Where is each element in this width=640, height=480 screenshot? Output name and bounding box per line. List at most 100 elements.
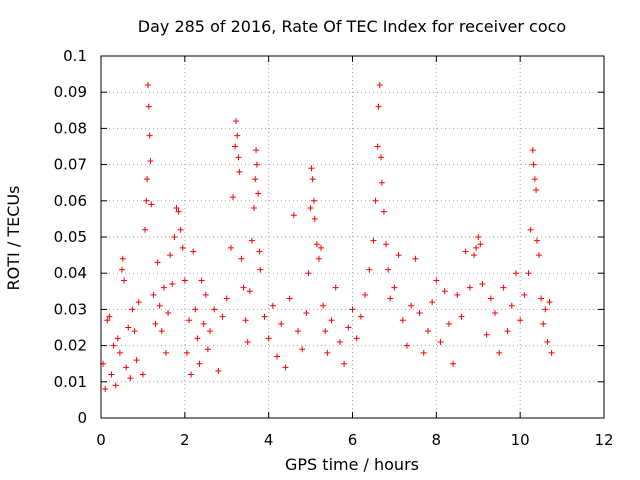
data-point xyxy=(412,255,419,262)
x-tick-label: 4 xyxy=(264,431,274,449)
data-point xyxy=(424,328,431,335)
data-point xyxy=(194,335,201,342)
data-point xyxy=(366,266,373,273)
data-point xyxy=(420,349,427,356)
data-point xyxy=(127,375,134,382)
data-point xyxy=(529,147,536,154)
data-point xyxy=(152,320,159,327)
x-tick-label: 12 xyxy=(594,431,613,449)
data-point xyxy=(483,331,490,338)
data-point xyxy=(479,281,486,288)
data-point xyxy=(158,328,165,335)
y-tick-label: 0.09 xyxy=(54,83,87,101)
y-tick-label: 0.03 xyxy=(54,300,87,318)
data-point xyxy=(147,157,154,164)
data-point xyxy=(269,302,276,309)
data-point xyxy=(544,338,551,345)
data-point xyxy=(320,302,327,309)
data-point xyxy=(211,306,218,313)
data-point xyxy=(527,226,534,233)
data-point xyxy=(167,252,174,259)
data-point xyxy=(477,241,484,248)
data-point xyxy=(318,244,325,251)
data-point xyxy=(219,313,226,320)
data-point xyxy=(315,255,322,262)
data-point xyxy=(173,205,180,212)
data-point xyxy=(206,328,213,335)
data-point xyxy=(150,291,157,298)
data-point xyxy=(322,328,329,335)
data-point xyxy=(202,291,209,298)
data-point xyxy=(475,234,482,240)
data-point xyxy=(135,299,142,306)
data-point xyxy=(230,194,237,201)
data-point xyxy=(357,313,364,320)
data-point xyxy=(116,349,123,356)
x-tick-label: 8 xyxy=(432,431,442,449)
data-point xyxy=(248,237,255,244)
data-point xyxy=(295,328,302,335)
data-point xyxy=(108,371,115,378)
data-point xyxy=(286,295,293,302)
data-point xyxy=(215,367,222,374)
data-point xyxy=(102,386,109,393)
data-point xyxy=(380,208,387,215)
data-point xyxy=(160,284,167,291)
data-point xyxy=(261,313,268,320)
data-point xyxy=(487,295,494,302)
data-point xyxy=(252,176,259,183)
x-tick-label: 6 xyxy=(348,431,358,449)
data-point xyxy=(234,132,241,139)
data-point xyxy=(175,208,182,215)
data-point xyxy=(336,338,343,345)
data-point xyxy=(531,176,538,183)
data-point xyxy=(525,270,532,277)
y-tick-label: 0.08 xyxy=(54,119,87,137)
data-point xyxy=(328,317,335,324)
data-point xyxy=(200,320,207,327)
data-point xyxy=(473,244,480,251)
y-tick-label: 0.02 xyxy=(54,337,87,355)
data-point xyxy=(313,241,320,248)
x-tick-label: 2 xyxy=(180,431,190,449)
data-point xyxy=(391,284,398,291)
data-point xyxy=(186,317,193,324)
data-point xyxy=(142,226,149,233)
data-point xyxy=(408,302,415,309)
data-point xyxy=(311,215,318,222)
data-point xyxy=(433,277,440,284)
data-point xyxy=(236,168,243,175)
data-point xyxy=(110,342,117,349)
data-point xyxy=(378,154,385,161)
data-point xyxy=(154,259,161,266)
data-point xyxy=(255,190,262,197)
axis-ticks: 0 2 4 6 8 10 12 0 0.01 0.02 0.03 0.04 0.05 0.06 0.07 0.… xyxy=(54,47,614,449)
data-point xyxy=(232,143,239,150)
data-point xyxy=(548,349,555,356)
data-point xyxy=(496,349,503,356)
data-point xyxy=(179,244,186,251)
data-point xyxy=(462,248,469,255)
data-point xyxy=(441,288,448,295)
data-point xyxy=(454,291,461,298)
data-point xyxy=(324,349,331,356)
data-point xyxy=(299,346,306,353)
data-point xyxy=(148,201,155,208)
grid xyxy=(101,56,604,418)
data-point xyxy=(362,291,369,298)
chart-title: Day 285 of 2016, Rate Of TEC Index for r… xyxy=(138,17,566,36)
data-point xyxy=(274,353,281,360)
data-point xyxy=(198,277,205,284)
data-point xyxy=(471,252,478,259)
data-point xyxy=(125,324,132,331)
data-point xyxy=(165,310,172,317)
data-point xyxy=(307,205,314,212)
data-point xyxy=(374,143,381,150)
data-point xyxy=(146,132,153,139)
data-point xyxy=(345,324,352,331)
data-point xyxy=(353,335,360,342)
y-tick-label: 0.06 xyxy=(54,192,87,210)
data-point xyxy=(123,364,130,371)
y-tick-label: 0.04 xyxy=(54,264,87,282)
